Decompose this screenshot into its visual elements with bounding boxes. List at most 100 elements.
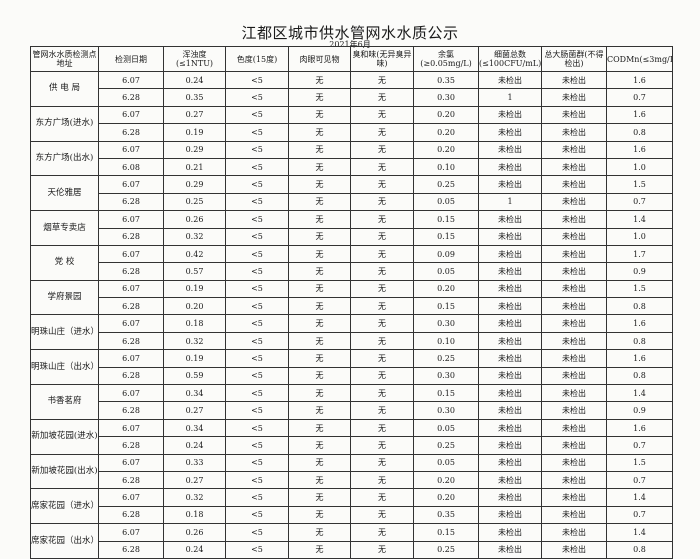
table-cell: 6.07	[98, 384, 164, 403]
column-header: 臭和味(无异臭异味)	[350, 46, 414, 72]
table-cell: <5	[225, 105, 289, 125]
table-cell: 6.28	[98, 470, 164, 490]
table-cell: 1.5	[606, 175, 673, 194]
table-cell: <5	[225, 175, 289, 194]
table-cell: 0.15	[413, 227, 479, 246]
table-cell: 无	[288, 436, 351, 455]
table-cell: 未检出	[478, 262, 542, 281]
table-cell: 0.59	[163, 366, 226, 386]
table-cell: 未检出	[541, 157, 607, 177]
table-cell: 无	[350, 349, 414, 368]
table-cell: 未检出	[478, 349, 542, 368]
column-header: 检测日期	[98, 46, 164, 72]
table-cell: 0.33	[163, 453, 226, 472]
table-cell: 0.30	[413, 366, 479, 386]
table-cell: 0.29	[163, 175, 226, 194]
table-cell: 未检出	[541, 175, 607, 194]
table-cell: 6.28	[98, 505, 164, 525]
column-header: 管网水水质检测点地址	[30, 46, 99, 72]
table-cell: 0.9	[606, 401, 673, 420]
table-cell: 无	[350, 105, 414, 125]
table-cell: 0.19	[163, 123, 226, 142]
table-cell: 6.28	[98, 297, 164, 316]
table-cell: 0.9	[606, 262, 673, 281]
site-name: 党 校	[30, 244, 99, 281]
table-cell: 未检出	[541, 418, 607, 438]
document-title: 江都区城市供水管网水水质公示	[241, 24, 459, 42]
table-cell: 未检出	[541, 70, 607, 90]
table-cell: 0.20	[413, 140, 479, 159]
table-cell: 无	[288, 540, 351, 559]
table-cell: 未检出	[478, 401, 542, 420]
table-cell: <5	[225, 157, 289, 177]
table-cell: 未检出	[478, 157, 542, 177]
table-cell: 无	[288, 505, 351, 525]
table-row: 学府景园 6.07 0.19 <5 无无 0.20 未检出 未检出 1.5	[30, 279, 673, 316]
table-cell: 0.19	[163, 279, 226, 299]
table-cell: 0.32	[163, 227, 226, 246]
table-cell: 未检出	[541, 314, 607, 333]
table-cell: 无	[288, 314, 351, 333]
table-cell: 6.07	[98, 210, 164, 229]
table-cell: 6.28	[98, 401, 164, 420]
table-cell: <5	[225, 453, 289, 472]
site-name: 书香茗府	[30, 384, 99, 420]
table-cell: 无	[350, 488, 414, 507]
table-cell: 无	[288, 175, 351, 194]
table-cell: 6.28	[98, 436, 164, 455]
table-cell: 无	[288, 244, 351, 264]
table-cell: 0.20	[413, 123, 479, 142]
table-cell: 0.7	[606, 436, 673, 455]
table-row: 党 校 6.07 0.42 <5 无无 0.09 未检出 未检出 1.7	[30, 244, 673, 281]
table-cell: 6.07	[98, 488, 164, 507]
table-cell: <5	[225, 523, 289, 542]
site-name: 席家花园（出水）	[30, 523, 99, 559]
table-cell: 6.07	[98, 175, 164, 194]
table-cell: 6.28	[98, 192, 164, 212]
table-cell: 6.07	[98, 105, 164, 125]
table-cell: 0.35	[413, 505, 479, 525]
table-cell: 0.19	[163, 349, 226, 368]
table-cell: 未检出	[541, 384, 607, 403]
table-cell: 无	[288, 470, 351, 490]
table-cell: 无	[350, 436, 414, 455]
table-cell: 0.20	[413, 470, 479, 490]
table-cell: 0.24	[163, 436, 226, 455]
table-cell: <5	[225, 418, 289, 438]
table-cell: <5	[225, 384, 289, 403]
table-cell: 无	[288, 70, 351, 90]
table-cell: <5	[225, 279, 289, 299]
table-cell: 0.25	[413, 436, 479, 455]
table-row: 明珠山庄（进水） 6.07 0.18 <5 无无 0.30 未检出 未检出 1.6	[30, 314, 673, 351]
table-cell: 0.20	[413, 488, 479, 507]
table-cell: 无	[350, 314, 414, 333]
table-cell: 1.5	[606, 453, 673, 472]
table-cell: 0.27	[163, 105, 226, 125]
table-cell: 0.8	[606, 123, 673, 142]
site-name: 供 电 局	[30, 71, 99, 107]
table-cell: 未检出	[478, 366, 542, 386]
table-cell: <5	[225, 123, 289, 142]
table-cell: 未检出	[478, 453, 542, 472]
table-cell: 无	[350, 401, 414, 420]
table-cell: 0.05	[413, 192, 479, 212]
table-row: 6.28 0.32 <5 无无 0.15 未检出 未检出 1.0	[31, 227, 673, 246]
table-cell: 0.10	[413, 331, 479, 351]
table-cell: 0.25	[413, 540, 479, 559]
table-cell: 未检出	[541, 366, 607, 386]
table-cell: 未检出	[541, 227, 607, 246]
table-cell: 无	[350, 470, 414, 490]
column-header: 色度(15度)	[225, 46, 289, 72]
table-cell: <5	[225, 314, 289, 333]
table-cell: 0.7	[606, 88, 673, 107]
table-row: 6.28 0.24 <5 无无 0.25 未检出 未检出 0.7	[31, 436, 673, 455]
table-cell: 无	[350, 210, 414, 229]
table-row: 新加坡花园(进水) 6.07 0.34 <5 无无 0.05 未检出 未检出 1.6	[30, 418, 673, 455]
table-cell: 无	[350, 175, 414, 194]
table-cell: 未检出	[541, 192, 607, 212]
table-cell: 无	[288, 262, 351, 281]
header-row: 管网水水质检测点地址 检测日期 浑浊度(≤1NTU) 色度(15度) 肉眼可见物 臭和味(…	[30, 46, 673, 72]
table-cell: 未检出	[478, 70, 542, 90]
table-cell: 未检出	[478, 123, 542, 142]
water-quality-table: 管网水水质检测点地址 检测日期 浑浊度(≤1NTU) 色度(15度) 肉眼可见物 臭和味(…	[30, 46, 673, 559]
